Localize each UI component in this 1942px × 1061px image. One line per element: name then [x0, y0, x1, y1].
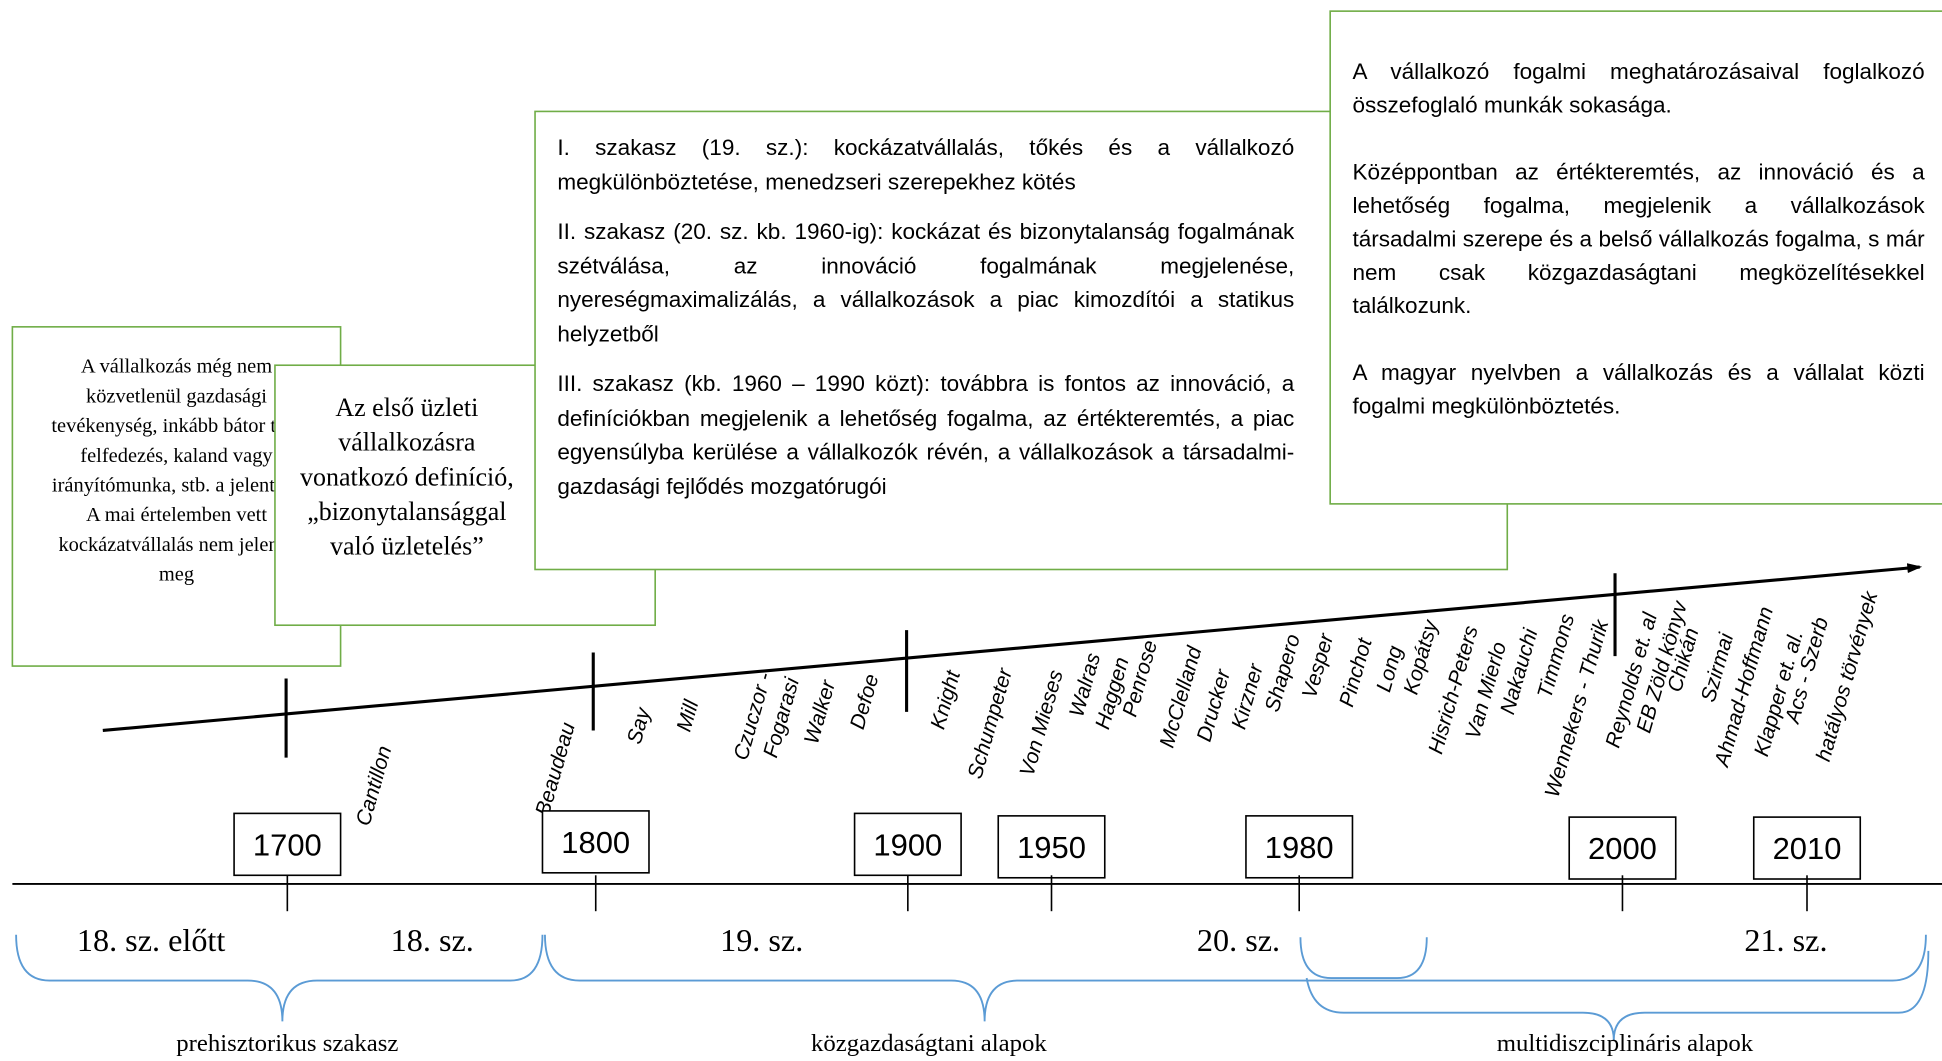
brace	[544, 934, 1927, 1022]
box-text: A vállalkozás még nem közvetlenül gazdas…	[12, 327, 340, 589]
phase-label: közgazdaságtani alapok	[811, 1030, 1047, 1057]
brace	[15, 934, 544, 1022]
phase-label: prehisztorikus szakasz	[176, 1030, 398, 1057]
year-label: 2010	[1773, 831, 1842, 866]
person-label: Mill	[673, 696, 704, 734]
person-label: Schumpeter	[964, 665, 1018, 781]
year-label: 1900	[873, 827, 942, 862]
year-box	[1245, 815, 1354, 879]
year-box	[233, 812, 342, 877]
year-box	[1752, 816, 1862, 880]
paragraph: Középpontban az értékteremtés, az innová…	[1352, 159, 1925, 319]
box-content: Az első üzleti vállalkozásra vonatkozó d…	[275, 365, 655, 563]
year-box	[853, 812, 962, 877]
person-label: Cantillon	[352, 743, 397, 828]
person-label: Knight	[926, 667, 965, 732]
braces	[15, 934, 1930, 1040]
year-box	[541, 810, 650, 874]
year-box	[997, 815, 1106, 879]
century-label: 19. sz.	[720, 922, 803, 958]
paragraph: A vállalkozás még nem közvetlenül gazdas…	[51, 354, 302, 497]
person-label: Pinchot	[1335, 635, 1377, 710]
year-label: 1950	[1017, 830, 1086, 865]
century-label: 18. sz.	[391, 922, 474, 958]
century-label: 20. sz.	[1197, 922, 1280, 958]
box-text: A vállalkozó fogalmi meghatározásaival f…	[1330, 11, 1942, 423]
century-label: 21. sz.	[1744, 922, 1827, 958]
phases: prehisztorikus szakasz közgazdaságtani al…	[176, 1030, 1753, 1057]
paragraph: A magyar nyelvben a vállalkozás és a vál…	[1352, 360, 1925, 419]
brace	[1305, 950, 1930, 1040]
person-label: Kirzner	[1227, 660, 1268, 731]
paragraph: II. szakasz (20. sz. kb. 1960-ig): kocká…	[557, 219, 1295, 347]
person-label: Walker	[800, 677, 840, 747]
paragraph: A mai értelemben vett kockázatvállalás n…	[58, 502, 295, 586]
paragraph: A vállalkozó fogalmi meghatározásaival f…	[1352, 59, 1925, 118]
paragraph: I. szakasz (19. sz.): kockázatvállalás, …	[557, 134, 1295, 194]
year-label: 1700	[253, 827, 322, 862]
box-text: I. szakasz (19. sz.): kockázatvállalás, …	[535, 111, 1507, 503]
text-box: A vállalkozó fogalmi meghatározásaival f…	[1329, 10, 1942, 505]
person-label: hatályos törvények	[1812, 588, 1883, 764]
person-label: Drucker	[1193, 666, 1236, 744]
box-frame	[1329, 10, 1942, 505]
person-label: Beaudeau	[531, 720, 580, 819]
person-label: Von Mieses	[1016, 667, 1068, 779]
year-box	[1568, 816, 1677, 880]
phase-label: multidiszciplináris alapok	[1497, 1030, 1754, 1057]
main-axis	[102, 563, 1923, 758]
box-text: Az első üzleti vállalkozásra vonatkozó d…	[275, 365, 655, 563]
person-label: Defoe	[846, 671, 884, 731]
boxes: A vállalkozás még nem közvetlenül gazdas…	[11, 10, 1942, 667]
person-label: Say	[623, 704, 656, 747]
year-label: 1980	[1265, 830, 1334, 865]
box-content: A vállalkozó fogalmi meghatározásaival f…	[1330, 11, 1942, 423]
box-content: I. szakasz (19. sz.): kockázatvállalás, …	[535, 111, 1507, 503]
timeline-arrow	[102, 563, 1923, 732]
year-label: 2000	[1588, 831, 1657, 866]
person-label: Kopátsy	[1400, 616, 1443, 697]
brace	[1299, 937, 1428, 979]
century-label: 18. sz. előtt	[77, 922, 225, 958]
centuries: 18. sz. előtt 18. sz. 19. sz. 20. sz. 21. sz…	[77, 922, 1828, 958]
year-label: 1800	[561, 825, 630, 860]
paragraph: III. szakasz (kb. 1960 – 1990 közt): tov…	[557, 371, 1295, 499]
box-content: A vállalkozás még nem közvetlenül gazdas…	[12, 327, 340, 589]
person-label: Shapero	[1261, 631, 1305, 714]
paragraph: Az első üzleti vállalkozásra vonatkozó d…	[299, 392, 514, 561]
years: 1700 1800 1900 1950 1980 2000 2010	[233, 810, 1862, 912]
